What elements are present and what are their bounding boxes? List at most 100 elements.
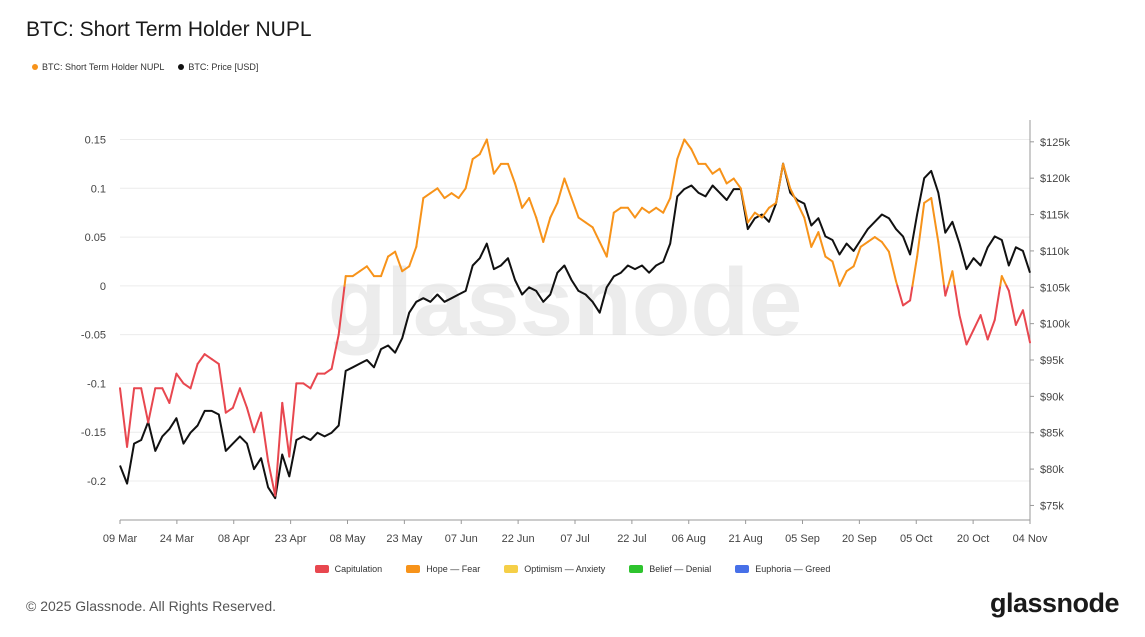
nupl-segment — [351, 270, 361, 278]
zone-item-optimism-anxiety[interactable]: Optimism — Anxiety — [504, 564, 605, 574]
nupl-segment — [471, 153, 481, 161]
nupl-segment — [168, 372, 178, 404]
nupl-segment — [224, 406, 234, 414]
y-right-tick-label: $95k — [1040, 355, 1064, 367]
x-tick-label: 07 Jul — [560, 533, 589, 545]
x-tick-label: 04 Nov — [1013, 533, 1048, 545]
x-tick-label: 20 Oct — [957, 533, 989, 545]
nupl-segment — [916, 201, 926, 258]
nupl-segment — [838, 270, 848, 287]
nupl-segment — [711, 167, 721, 175]
nupl-segment — [274, 401, 284, 497]
nupl-segment — [669, 158, 679, 200]
nupl-segment — [140, 387, 150, 424]
legend-item-nupl[interactable]: BTC: Short Term Holder NUPL — [32, 62, 164, 72]
x-tick-label: 06 Aug — [672, 533, 706, 545]
legend-dot-nupl — [32, 64, 38, 70]
nupl-segment — [267, 460, 277, 497]
nupl-segment — [478, 138, 488, 156]
y-right-tick-label: $115k — [1040, 210, 1070, 222]
zone-item-belief-denial[interactable]: Belief — Denial — [629, 564, 711, 574]
nupl-segment — [937, 240, 946, 287]
nupl-segment — [662, 197, 672, 214]
y-left-tick-label: 0.1 — [91, 183, 106, 195]
nupl-segment — [506, 162, 517, 185]
nupl-segment — [330, 333, 340, 370]
nupl-segment — [563, 177, 573, 200]
nupl-segment — [760, 206, 770, 219]
nupl-segment — [591, 226, 601, 243]
nupl-segment — [605, 211, 615, 258]
tick-layer: 0.15 0.1 0.05 0 -0.05 -0.1 -0.15 -0.2 $75k $80k $8… — [81, 135, 1071, 545]
nupl-segment — [789, 187, 799, 204]
nupl-segment — [182, 382, 192, 390]
x-tick-label: 05 Oct — [900, 533, 932, 545]
nupl-segment — [810, 231, 820, 248]
legend-label-price: BTC: Price [USD] — [188, 62, 259, 72]
nupl-segment — [718, 167, 728, 185]
nupl-segment — [260, 411, 270, 463]
brand-logo[interactable]: glassnode — [989, 588, 1120, 618]
y-right-tick-label: $75k — [1040, 500, 1064, 512]
nupl-segment — [965, 328, 975, 346]
nupl-segment — [923, 197, 933, 204]
nupl-segment — [485, 138, 495, 175]
nupl-segment — [147, 387, 157, 424]
chart-title: BTC: Short Term Holder NUPL — [26, 18, 312, 41]
nupl-segment — [1021, 309, 1031, 344]
nupl-segment — [873, 236, 883, 243]
x-tick-label: 08 May — [329, 533, 366, 545]
zone-item-euphoria-greed[interactable]: Euphoria — Greed — [735, 564, 830, 574]
x-tick-label: 05 Sep — [785, 533, 820, 545]
nupl-segment — [415, 197, 425, 248]
nupl-segment — [387, 250, 397, 258]
nupl-segment — [365, 265, 375, 278]
nupl-segment — [866, 236, 876, 243]
nupl-segment — [408, 245, 418, 268]
nupl-segment — [958, 314, 968, 346]
nupl-segment — [817, 231, 827, 258]
price-line — [119, 162, 1031, 500]
nupl-segment — [880, 240, 890, 253]
nupl-segment — [782, 162, 792, 190]
nupl-segment — [238, 387, 248, 409]
x-tick-label: 23 May — [386, 533, 423, 545]
x-tick-label: 08 Apr — [218, 533, 250, 545]
nupl-segment — [845, 265, 855, 273]
nupl-segment — [450, 192, 460, 200]
nupl-segment — [549, 201, 559, 219]
nupl-segment — [245, 406, 256, 434]
nupl-segment — [528, 197, 538, 219]
nupl-segment — [1014, 309, 1024, 326]
legend-item-price[interactable]: BTC: Price [USD] — [178, 62, 258, 72]
zone-item-capitulation[interactable]: Capitulation — [314, 564, 382, 574]
nupl-segment — [358, 265, 368, 273]
y-left-tick-label: -0.15 — [81, 427, 106, 439]
nupl-segment — [911, 255, 919, 287]
nupl-segment — [775, 162, 785, 204]
zone-swatch-euphoria-greed — [735, 565, 750, 573]
x-tick-label: 20 Sep — [842, 533, 877, 545]
series-legend: BTC: Short Term Holder NUPL BTC: Price [… — [32, 62, 258, 72]
y-left-tick-label: 0.05 — [85, 232, 106, 244]
nupl-segment — [739, 187, 749, 224]
x-tick-label: 09 Mar — [103, 533, 138, 545]
nupl-segment — [972, 314, 982, 331]
zone-item-hope-fear[interactable]: Hope — Fear — [406, 564, 480, 574]
nupl-segment — [902, 299, 912, 307]
nupl-segment — [944, 284, 950, 297]
nupl-segment — [464, 158, 474, 190]
nupl-segment — [288, 382, 298, 458]
nupl-segment — [429, 187, 439, 195]
y-right-tick-label: $125k — [1040, 137, 1070, 149]
nupl-segment — [986, 319, 996, 341]
nupl-segment — [337, 284, 346, 336]
nupl-segment — [732, 177, 742, 190]
nupl-segment — [401, 265, 411, 273]
nupl-segment — [641, 206, 651, 214]
y-left-tick-label: 0 — [100, 281, 106, 293]
zone-swatch-belief-denial — [629, 565, 644, 573]
nupl-segment — [577, 216, 587, 224]
nupl-segment — [323, 367, 333, 375]
nupl-segment — [203, 353, 213, 361]
